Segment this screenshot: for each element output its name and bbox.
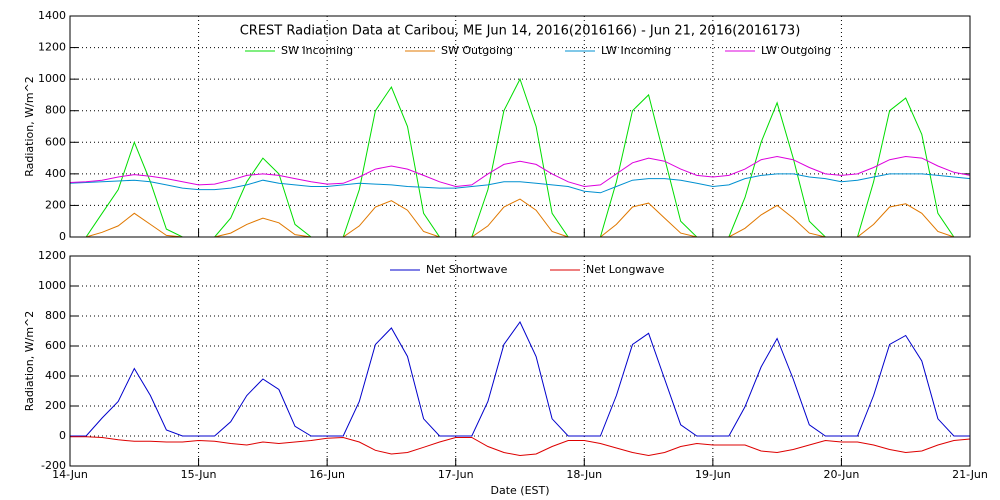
x-tick-label: 14-Jun bbox=[52, 468, 88, 481]
series-line bbox=[70, 77, 970, 238]
y-tick-label: 400 bbox=[45, 369, 66, 382]
y-tick-label: 0 bbox=[59, 230, 66, 243]
plot-frame bbox=[69, 255, 971, 467]
y-tick-label: 200 bbox=[45, 399, 66, 412]
series-line bbox=[70, 436, 971, 457]
y-tick-label: 400 bbox=[45, 167, 66, 180]
legend-label: Net Shortwave bbox=[426, 263, 508, 276]
x-axis-label: Date (EST) bbox=[490, 484, 549, 497]
y-axis-label: Radiation, W/m^2 bbox=[23, 311, 36, 412]
y-axis-label: Radiation, W/m^2 bbox=[23, 76, 36, 177]
y-tick-label: 800 bbox=[45, 309, 66, 322]
y-tick-label: 200 bbox=[45, 198, 66, 211]
legend-label: LW Outgoing bbox=[761, 44, 831, 57]
y-tick-label: 600 bbox=[45, 135, 66, 148]
y-tick-label: 800 bbox=[45, 104, 66, 117]
x-tick-label: 18-Jun bbox=[566, 468, 602, 481]
y-tick-label: 0 bbox=[59, 429, 66, 442]
series-line bbox=[69, 173, 971, 194]
y-tick-label: 1000 bbox=[38, 279, 66, 292]
x-tick-label: 21-Jun bbox=[952, 468, 988, 481]
x-tick-label: 15-Jun bbox=[181, 468, 217, 481]
y-tick-label: 1000 bbox=[38, 72, 66, 85]
x-tick-label: 19-Jun bbox=[695, 468, 731, 481]
series-line bbox=[70, 198, 970, 238]
y-tick-label: 1200 bbox=[38, 41, 66, 54]
chart-title: CREST Radiation Data at Caribou, ME Jun … bbox=[240, 24, 801, 39]
plot-frame bbox=[69, 15, 971, 238]
y-tick-label: 600 bbox=[45, 339, 66, 352]
x-tick-label: 17-Jun bbox=[438, 468, 474, 481]
series-line bbox=[70, 321, 970, 437]
legend-label: SW Outgoing bbox=[441, 44, 513, 57]
y-tick-label: 1200 bbox=[38, 249, 66, 262]
x-tick-label: 20-Jun bbox=[824, 468, 860, 481]
legend-label: LW Incoming bbox=[601, 44, 671, 57]
series-line bbox=[69, 155, 971, 188]
x-tick-label: 16-Jun bbox=[309, 468, 345, 481]
legend-label: Net Longwave bbox=[586, 263, 665, 276]
y-tick-label: 1400 bbox=[38, 9, 66, 22]
legend-label: SW Incoming bbox=[281, 44, 353, 57]
y-tick-label: -200 bbox=[41, 459, 66, 472]
